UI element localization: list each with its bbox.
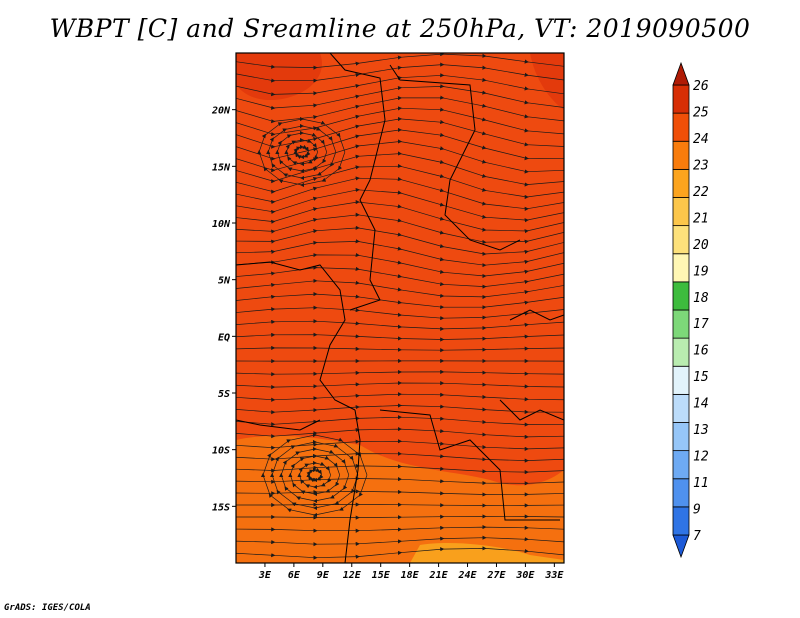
colorbar-label: 18	[693, 291, 709, 306]
border-line	[329, 53, 386, 311]
border-line	[344, 409, 361, 563]
streamline	[236, 345, 564, 353]
border-line	[236, 261, 356, 411]
colorbar-segment	[672, 309, 690, 339]
lon-tick-label: 3E	[258, 570, 272, 581]
lon-tick-label: 33E	[544, 570, 564, 581]
colorbar-label: 20	[693, 238, 709, 253]
lon-tick-label: 21E	[429, 570, 449, 581]
colorbar-label: 7	[693, 529, 701, 544]
streamline	[236, 305, 564, 321]
streamline	[236, 332, 564, 342]
colorbar-segment	[672, 253, 690, 283]
lon-tick-label: 9E	[317, 570, 330, 581]
colorbar-segment	[672, 365, 690, 395]
border-line	[499, 399, 564, 421]
colorbar-segment	[672, 393, 690, 423]
lat-tick-label: 15N	[212, 162, 231, 173]
plot-frame	[235, 52, 565, 564]
colorbar-label: 17	[693, 317, 709, 332]
colorbar-label: 22	[693, 185, 709, 200]
colorbar-label: 21	[693, 211, 709, 226]
grads-credit: GrADS: IGES/COLA	[4, 603, 91, 613]
colorbar-segment	[672, 140, 690, 170]
colorbar-max-triangle	[672, 61, 690, 86]
colorbar-label: 24	[693, 132, 709, 147]
colorbar-segment	[672, 225, 690, 255]
colorbar-label: 26	[693, 79, 709, 94]
streamline	[236, 525, 564, 533]
streamlines	[236, 53, 564, 560]
streamline	[236, 403, 564, 415]
latitude-axis: 20N 15N 10N 5N EQ 5S 10S 15S	[211, 106, 236, 513]
colorbar-segment	[672, 281, 690, 311]
warm-patch-east	[530, 53, 564, 110]
streamline	[236, 380, 564, 390]
streamline	[236, 535, 564, 547]
streamline	[236, 392, 564, 402]
colorbar-label: 16	[693, 344, 709, 359]
lon-tick-label: 24E	[457, 570, 477, 581]
border-line	[236, 419, 321, 431]
colorbar-label: 14	[693, 397, 709, 412]
border-line	[389, 64, 521, 251]
lon-tick-label: 12E	[343, 570, 362, 581]
colorbar-segment	[672, 506, 690, 536]
streamline	[236, 546, 564, 560]
lat-tick-label: EQ	[218, 332, 230, 343]
colorbar-segment	[672, 112, 690, 142]
streamline	[257, 116, 346, 188]
lon-tick-label: 27E	[486, 570, 506, 581]
colorbar-min-triangle	[672, 534, 690, 559]
lat-tick-label: 15S	[212, 502, 230, 513]
lat-tick-label: 5S	[218, 389, 230, 400]
colorbar-label: 9	[693, 503, 701, 518]
colorbar-segment	[672, 168, 690, 198]
lat-tick-label: 5N	[218, 276, 231, 287]
longitude-axis: 3E 6E 9E 12E 15E 18E 21E 24E 27E 30E 33E	[258, 563, 564, 581]
lon-tick-label: 30E	[515, 570, 535, 581]
border-line	[509, 309, 564, 321]
map-title: WBPT [C] and Sreamline at 250hPa, VT: 20…	[49, 14, 751, 43]
streamline	[236, 369, 564, 377]
border-line	[379, 409, 560, 521]
colorbar-label: 19	[693, 264, 709, 279]
streamline	[236, 514, 564, 520]
lon-tick-label: 18E	[401, 570, 420, 581]
lon-tick-label: 6E	[288, 570, 301, 581]
colorbar-label: 23	[693, 158, 709, 173]
map-plot-area	[236, 53, 564, 563]
colorbar-segment	[672, 197, 690, 227]
colorbar-label: 11	[693, 476, 709, 491]
streamline	[236, 291, 564, 310]
colorbar-label: 25	[693, 105, 709, 120]
streamline	[260, 432, 368, 518]
lat-tick-label: 10S	[212, 446, 230, 457]
colorbar-segment	[672, 450, 690, 480]
streamline	[236, 319, 564, 331]
lat-tick-label: 20N	[211, 106, 231, 117]
colorbar: 7 9 11 12 13 14 15 16 17 18 19 20 21 22 23 24 25 26	[672, 61, 709, 559]
colorbar-segment	[672, 337, 690, 367]
colorbar-label: 15	[693, 370, 709, 385]
colorbar-segment	[672, 422, 690, 452]
streamline	[236, 415, 564, 427]
colorbar-segment	[672, 478, 690, 508]
lon-tick-label: 15E	[372, 570, 391, 581]
colorbar-segment	[672, 84, 690, 114]
lat-tick-label: 10N	[212, 219, 231, 230]
colorbar-label: 13	[693, 423, 709, 438]
colorbar-label: 12	[693, 450, 709, 465]
country-borders	[236, 53, 564, 563]
